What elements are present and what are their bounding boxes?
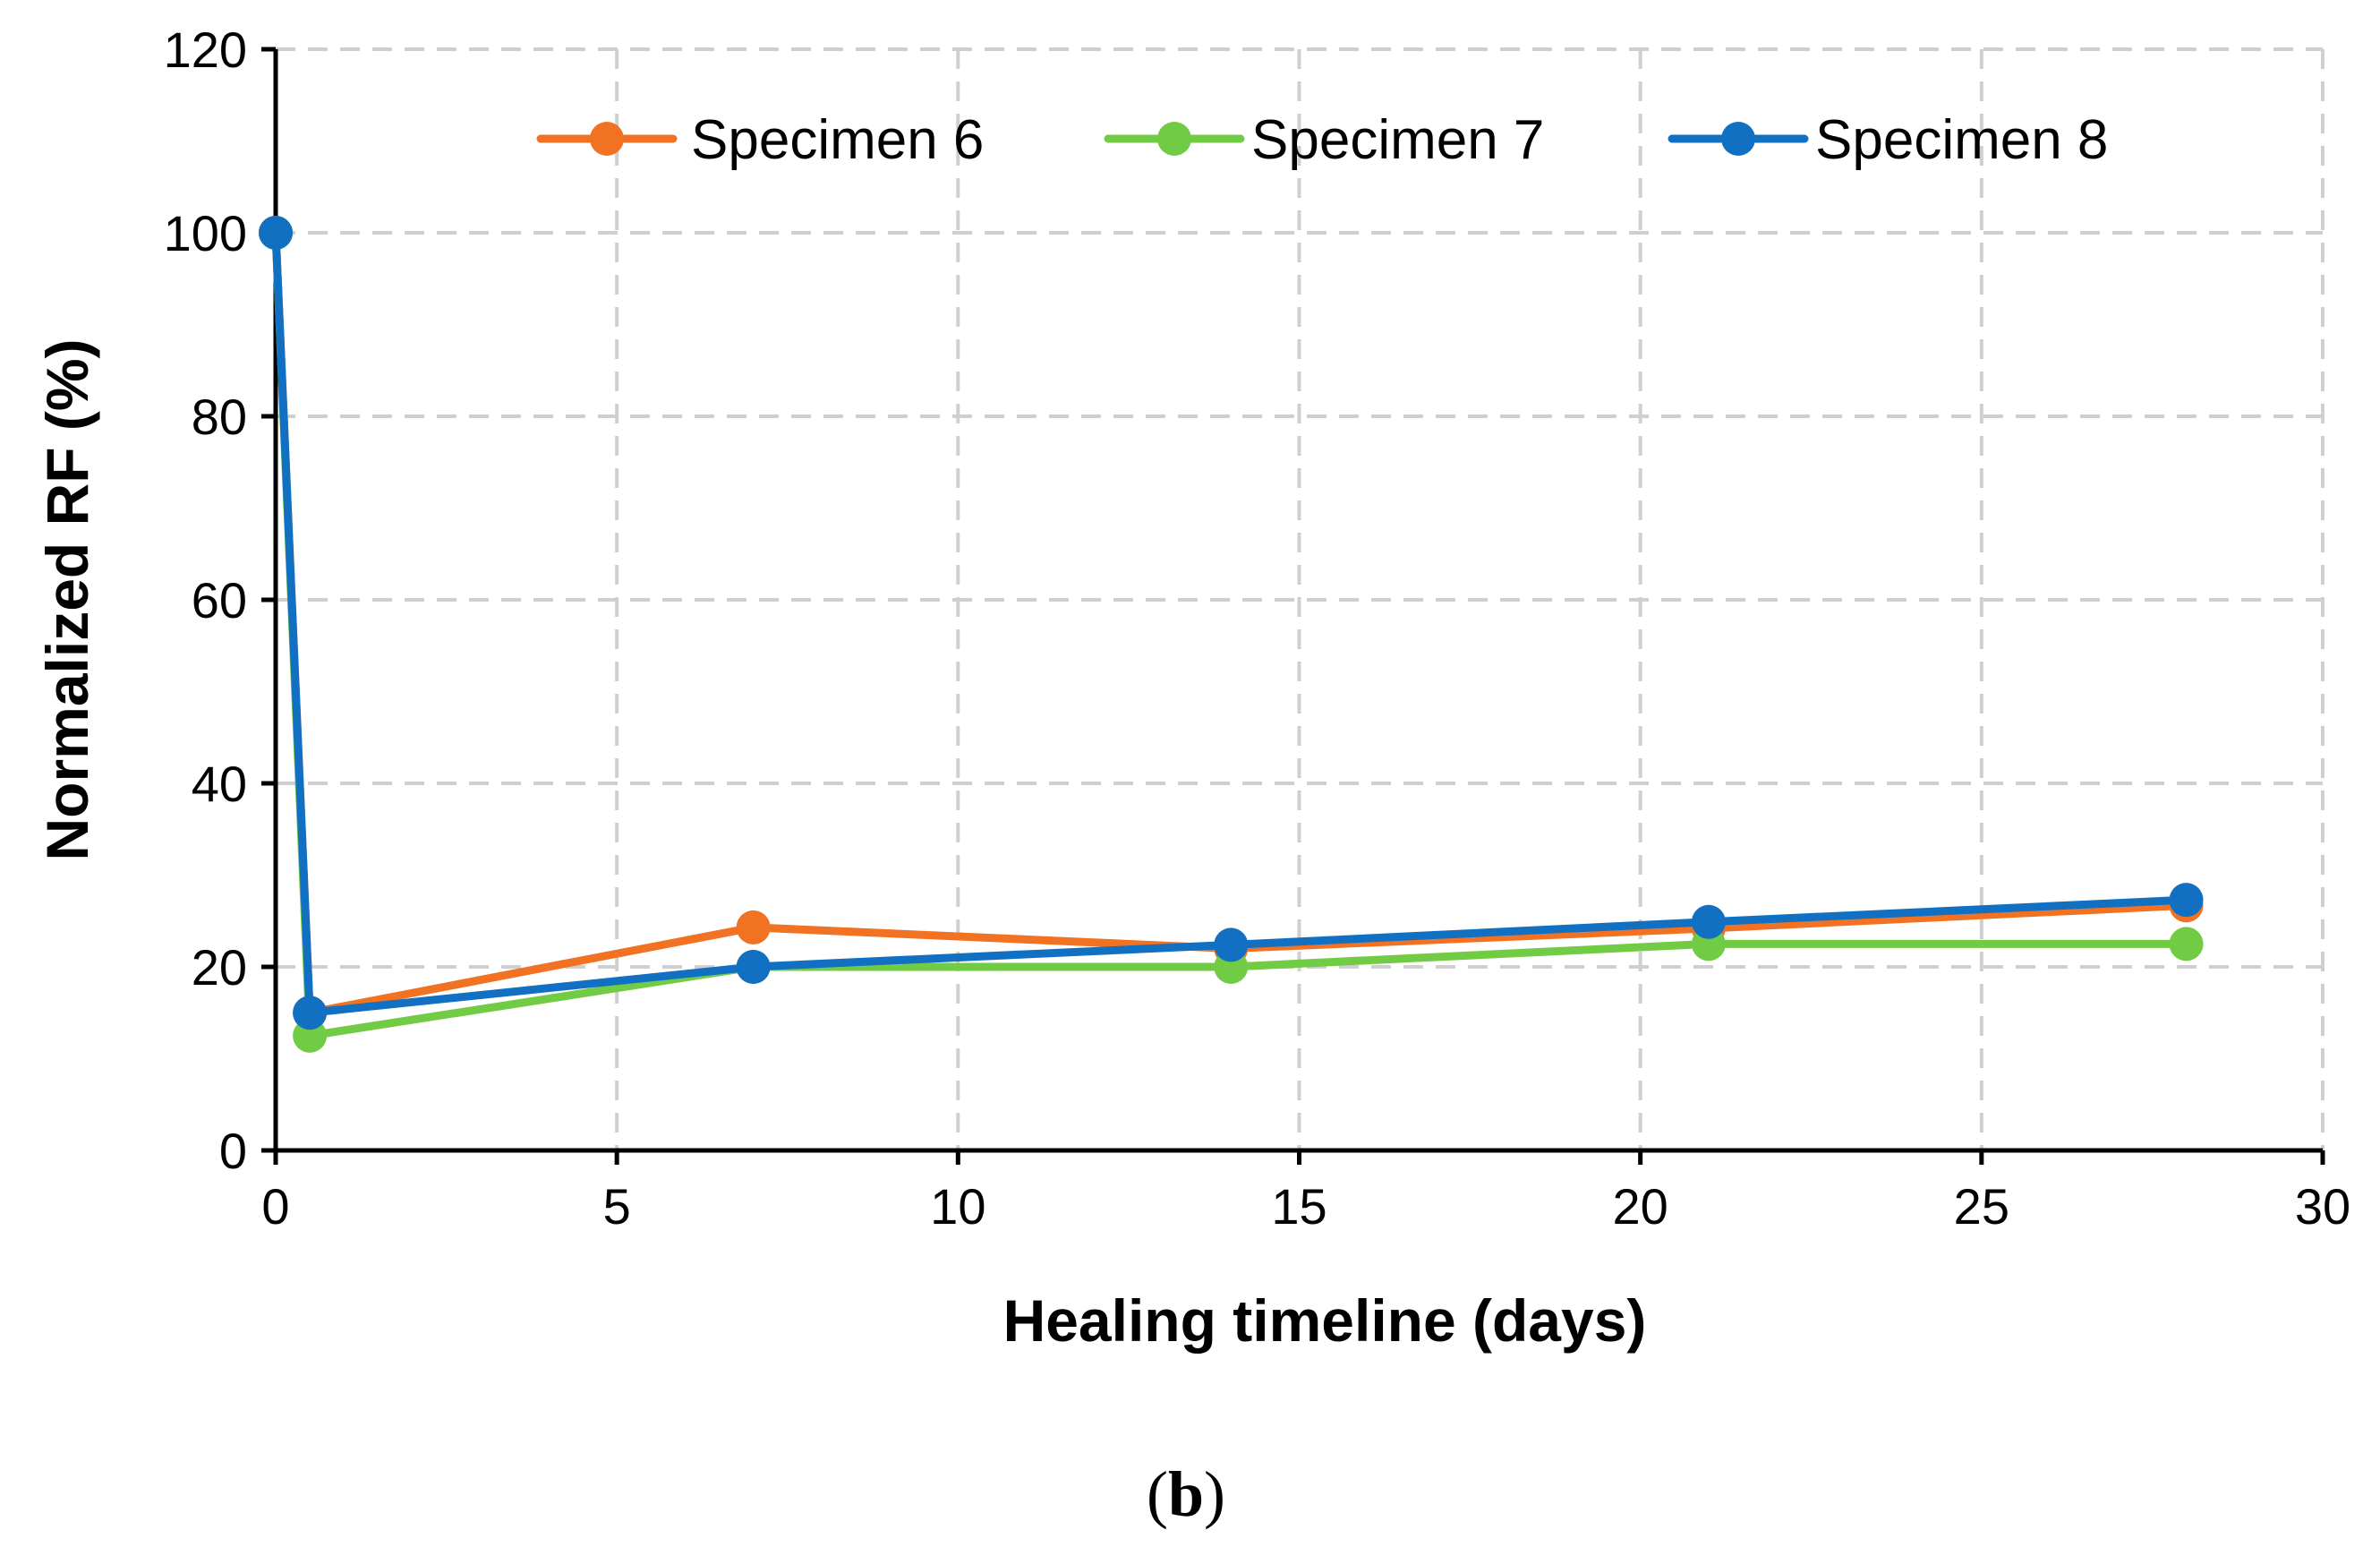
legend-label: Specimen 7 xyxy=(1251,109,1544,171)
x-tick-label: 0 xyxy=(261,1178,289,1235)
data-point xyxy=(293,996,328,1030)
x-tick-label: 15 xyxy=(1271,1178,1326,1235)
legend-item: Specimen 6 xyxy=(536,109,984,171)
plot-area xyxy=(259,216,2204,1053)
data-point xyxy=(1214,927,1249,962)
y-tick-label: 20 xyxy=(192,939,247,996)
data-point xyxy=(736,950,771,984)
y-tick-label: 0 xyxy=(219,1123,247,1179)
x-tick-label: 25 xyxy=(1954,1178,2009,1235)
axes: 0 20 40 60 80 100 120 0 5 10 15 20 25 30 xyxy=(164,21,2351,1235)
data-point xyxy=(2169,883,2204,918)
series-3 xyxy=(259,216,2204,1030)
data-point xyxy=(1691,904,1726,939)
series-2 xyxy=(259,216,2204,1053)
data-point xyxy=(2169,927,2204,962)
caption-open-paren: ( xyxy=(1147,1458,1168,1530)
data-point xyxy=(736,910,771,944)
series-line xyxy=(271,228,2191,1017)
y-tick-label: 40 xyxy=(192,756,247,812)
series-line xyxy=(271,228,2191,1017)
y-tick-label: 120 xyxy=(164,21,247,78)
y-tick-label: 60 xyxy=(192,572,247,628)
legend-marker xyxy=(1157,122,1191,156)
x-tick-label: 30 xyxy=(2295,1178,2350,1235)
y-tick-label: 80 xyxy=(192,389,247,445)
grid xyxy=(276,47,2325,1150)
x-tick-label: 10 xyxy=(930,1178,985,1235)
legend-item: Specimen 8 xyxy=(1668,109,2108,171)
legend-marker xyxy=(1721,122,1755,156)
figure-caption: (b) xyxy=(1147,1458,1225,1530)
x-axis-title: Healing timeline (days) xyxy=(1003,1287,1647,1354)
legend-marker xyxy=(590,122,624,156)
data-point xyxy=(259,216,293,250)
y-axis-title: Normalized RF (%) xyxy=(34,338,100,860)
caption-close-paren: ) xyxy=(1204,1458,1225,1530)
legend: Specimen 6 Specimen 7 Specimen 8 xyxy=(536,109,2108,171)
legend-item: Specimen 7 xyxy=(1104,109,1544,171)
y-tick-label: 100 xyxy=(164,205,247,261)
series-1 xyxy=(259,216,2204,1030)
legend-label: Specimen 8 xyxy=(1815,109,2108,171)
caption-letter: b xyxy=(1168,1458,1204,1530)
x-tick-label: 5 xyxy=(603,1178,631,1235)
legend-label: Specimen 6 xyxy=(691,109,984,171)
x-tick-label: 20 xyxy=(1613,1178,1668,1235)
